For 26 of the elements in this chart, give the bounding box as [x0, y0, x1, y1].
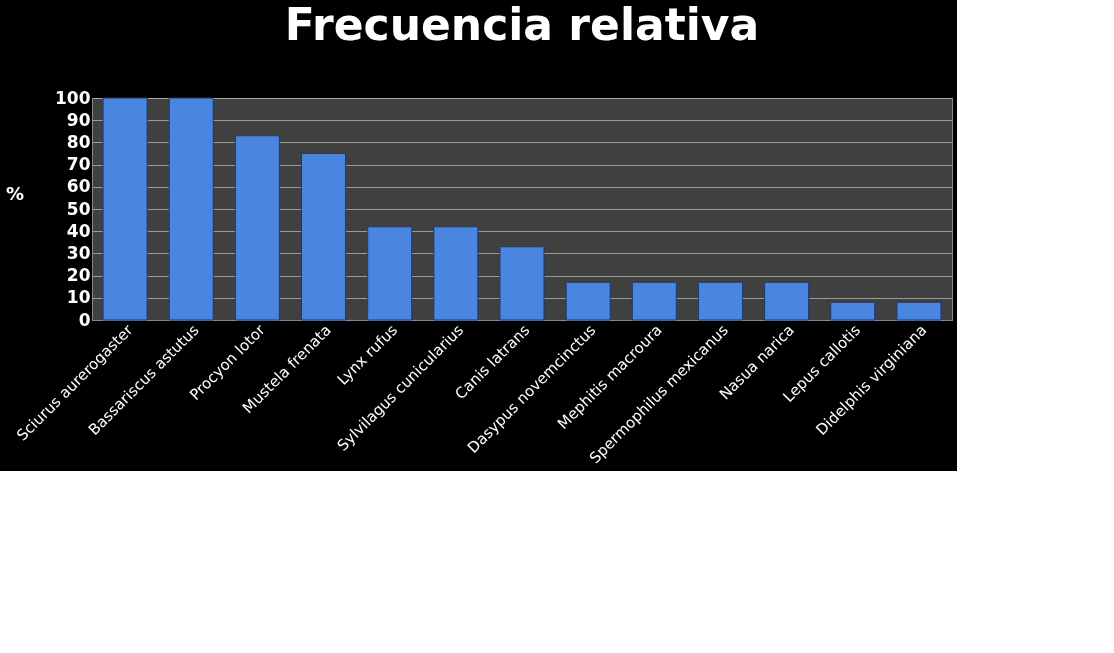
y-axis-title: % — [5, 182, 25, 204]
bar — [697, 281, 743, 321]
y-tick-label: 70 — [66, 154, 91, 175]
bar — [896, 301, 942, 321]
bar — [168, 97, 214, 321]
bar — [499, 246, 545, 321]
bar — [102, 97, 148, 321]
y-tick-label: 0 — [78, 309, 91, 330]
bar — [301, 153, 347, 321]
y-tick-label: 80 — [66, 131, 91, 152]
y-tick-label: 100 — [55, 87, 91, 108]
y-tick-label: 40 — [66, 220, 91, 241]
y-tick-label: 90 — [66, 109, 91, 130]
y-tick-label: 20 — [66, 265, 91, 286]
bar — [764, 281, 810, 321]
bar — [631, 281, 677, 321]
y-tick-label: 30 — [66, 242, 91, 263]
bar — [433, 226, 479, 321]
bar — [234, 135, 280, 321]
y-tick-label: 10 — [66, 287, 91, 308]
bar — [367, 226, 413, 321]
chart-title: Frecuencia relativa — [284, 0, 760, 50]
bar — [565, 281, 611, 321]
y-tick-label: 50 — [66, 198, 91, 219]
y-tick-label: 60 — [66, 176, 91, 197]
bar — [830, 301, 876, 321]
